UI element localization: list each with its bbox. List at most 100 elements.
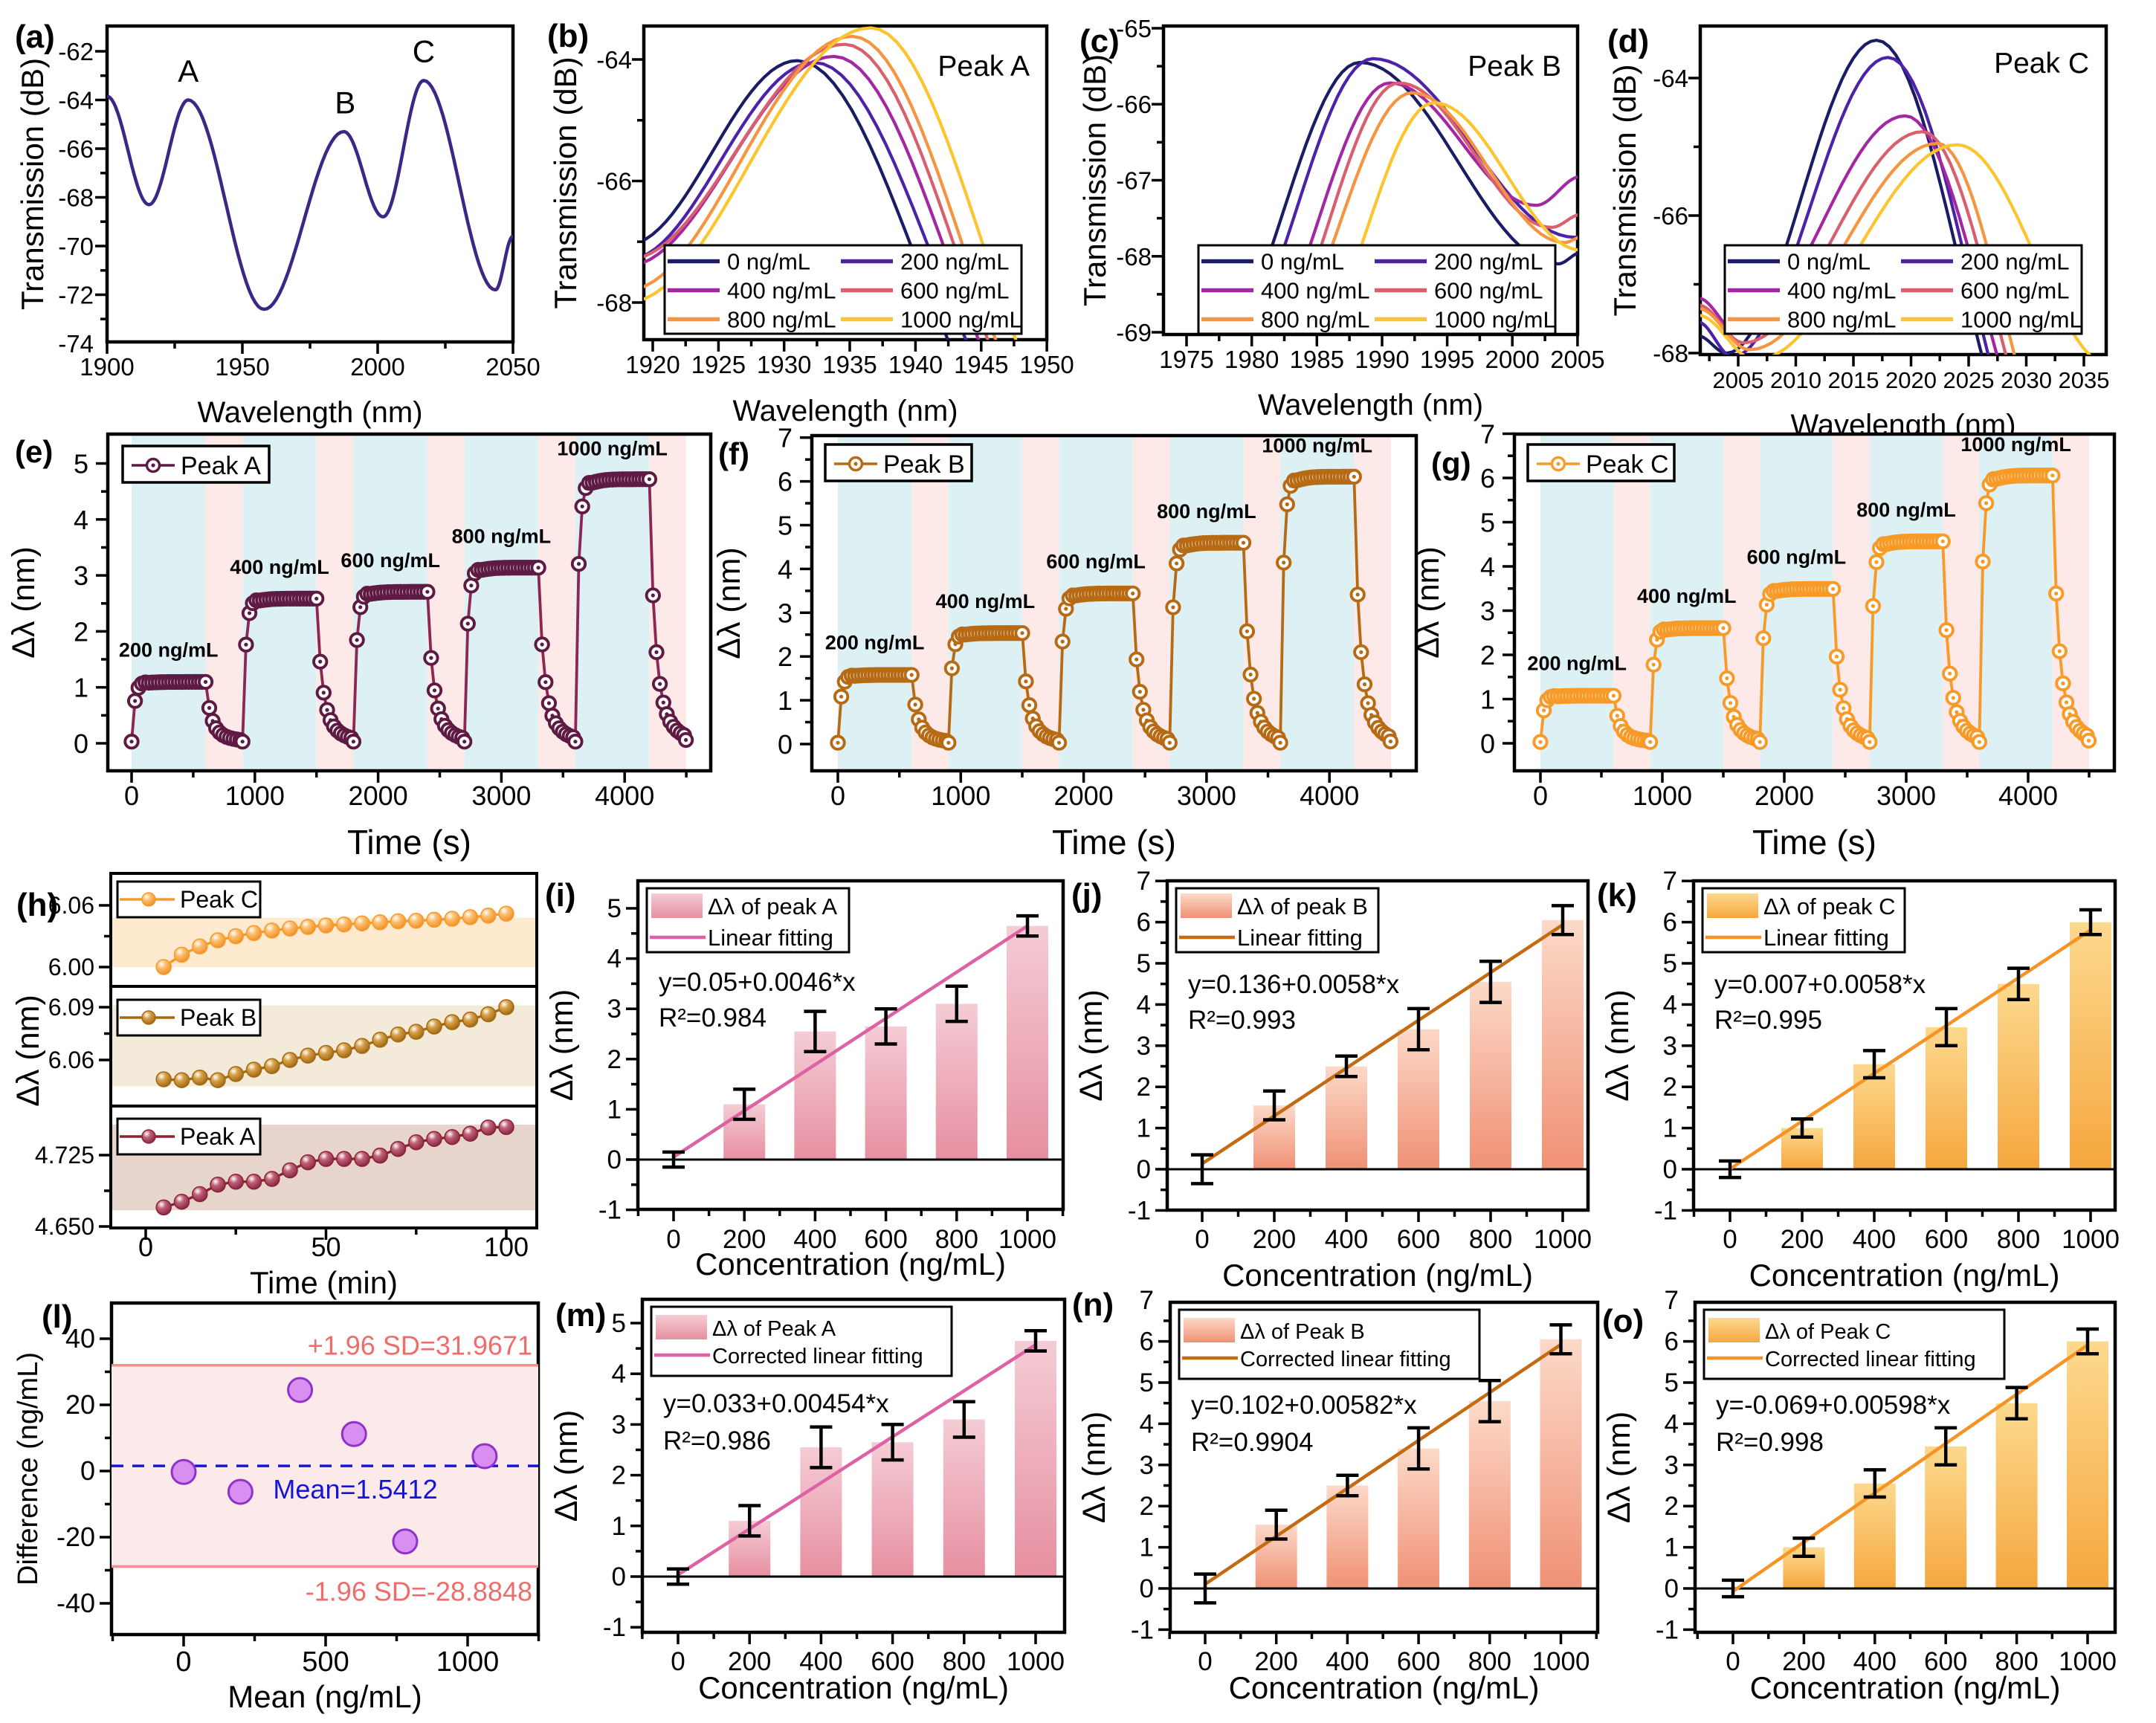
svg-text:Time (s): Time (s)	[347, 823, 471, 862]
svg-text:800: 800	[1469, 1225, 1512, 1254]
svg-text:y=-0.069+0.00598*x: y=-0.069+0.00598*x	[1716, 1391, 1951, 1420]
svg-text:-68: -68	[596, 289, 632, 317]
svg-text:Δλ of Peak B: Δλ of Peak B	[1240, 1320, 1365, 1344]
svg-text:-62: -62	[58, 38, 94, 65]
svg-text:7: 7	[1665, 1286, 1679, 1315]
svg-text:200: 200	[723, 1225, 766, 1254]
svg-text:1945: 1945	[954, 351, 1008, 378]
svg-text:4: 4	[778, 554, 793, 584]
svg-text:Δλ of peak A: Δλ of peak A	[708, 893, 837, 919]
svg-text:R²=0.995: R²=0.995	[1714, 1006, 1822, 1035]
svg-text:-1: -1	[1656, 1615, 1679, 1644]
svg-text:2030: 2030	[2001, 367, 2052, 393]
svg-text:Peak C: Peak C	[180, 886, 258, 913]
svg-text:-66: -66	[1116, 91, 1152, 118]
svg-text:1000: 1000	[225, 780, 285, 811]
svg-text:600: 600	[1924, 1647, 1967, 1676]
svg-text:1: 1	[607, 1095, 622, 1124]
svg-text:1000 ng/mL: 1000 ng/mL	[1960, 307, 2082, 333]
svg-text:Corrected linear fitting: Corrected linear fitting	[712, 1345, 923, 1368]
svg-text:5: 5	[1480, 508, 1495, 538]
svg-text:0: 0	[607, 1145, 622, 1174]
svg-text:3: 3	[612, 1410, 626, 1439]
svg-text:400 ng/mL: 400 ng/mL	[1637, 585, 1737, 607]
svg-text:(o): (o)	[1602, 1303, 1644, 1339]
svg-text:1: 1	[74, 673, 88, 703]
svg-text:400 ng/mL: 400 ng/mL	[1261, 278, 1370, 304]
svg-text:400: 400	[1326, 1647, 1369, 1676]
svg-text:1000: 1000	[1532, 1647, 1590, 1676]
svg-text:1995: 1995	[1420, 346, 1474, 373]
svg-text:200 ng/mL: 200 ng/mL	[1434, 249, 1543, 275]
svg-text:Peak C: Peak C	[1994, 48, 2089, 80]
svg-text:6.06: 6.06	[48, 892, 94, 919]
svg-text:1940: 1940	[888, 351, 943, 378]
svg-text:-65: -65	[1116, 15, 1152, 42]
svg-text:4: 4	[1480, 552, 1495, 582]
svg-text:600 ng/mL: 600 ng/mL	[1960, 278, 2070, 304]
svg-text:3: 3	[1137, 1032, 1151, 1061]
svg-text:0: 0	[612, 1562, 626, 1591]
svg-text:5: 5	[1137, 949, 1151, 978]
svg-text:Concentration (ng/mL): Concentration (ng/mL)	[1229, 1670, 1540, 1705]
svg-text:3: 3	[778, 598, 793, 628]
svg-text:2000: 2000	[350, 353, 404, 381]
svg-text:Δλ of peak B: Δλ of peak B	[1237, 893, 1368, 919]
svg-text:2000: 2000	[1755, 780, 1814, 811]
svg-text:6.00: 6.00	[48, 954, 94, 980]
svg-text:1: 1	[1665, 1533, 1679, 1562]
svg-text:1950: 1950	[215, 353, 269, 381]
svg-text:1: 1	[1480, 685, 1495, 715]
svg-text:Concentration (ng/mL): Concentration (ng/mL)	[1222, 1258, 1533, 1293]
svg-text:Peak B: Peak B	[1468, 51, 1561, 83]
svg-text:(f): (f)	[718, 436, 749, 471]
svg-text:5: 5	[1665, 1368, 1679, 1397]
svg-text:6.06: 6.06	[48, 1047, 94, 1073]
svg-text:Δλ (nm): Δλ (nm)	[1077, 1412, 1112, 1524]
svg-text:800 ng/mL: 800 ng/mL	[452, 526, 552, 548]
svg-text:y=0.033+0.00454*x: y=0.033+0.00454*x	[663, 1389, 889, 1418]
svg-text:3000: 3000	[471, 780, 531, 811]
svg-text:200 ng/mL: 200 ng/mL	[1960, 249, 2070, 275]
svg-text:y=0.05+0.0046*x: y=0.05+0.0046*x	[659, 968, 856, 997]
svg-text:(a): (a)	[15, 19, 55, 55]
svg-text:-69: -69	[1116, 319, 1152, 346]
svg-text:200: 200	[1782, 1647, 1825, 1676]
svg-text:2: 2	[1480, 640, 1495, 670]
svg-text:3000: 3000	[1177, 780, 1236, 811]
svg-text:3: 3	[1480, 596, 1495, 627]
svg-text:2035: 2035	[2059, 367, 2110, 393]
svg-text:-68: -68	[58, 184, 94, 212]
svg-text:Δλ (nm): Δλ (nm)	[1601, 1412, 1637, 1524]
svg-text:1000 ng/mL: 1000 ng/mL	[1262, 435, 1372, 457]
svg-text:800: 800	[1997, 1225, 2040, 1254]
svg-text:Δλ of Peak A: Δλ of Peak A	[712, 1317, 836, 1341]
svg-text:2: 2	[1663, 1073, 1677, 1102]
svg-text:Concentration (ng/mL): Concentration (ng/mL)	[1750, 1670, 2061, 1705]
svg-text:1000: 1000	[2062, 1225, 2120, 1254]
svg-text:1000: 1000	[1534, 1225, 1592, 1254]
svg-text:6: 6	[1140, 1328, 1154, 1357]
svg-text:-40: -40	[57, 1588, 95, 1618]
svg-text:5: 5	[1140, 1368, 1154, 1397]
svg-text:R²=0.998: R²=0.998	[1716, 1428, 1824, 1457]
svg-text:6: 6	[1137, 908, 1151, 937]
svg-text:6: 6	[778, 467, 793, 497]
svg-text:(n): (n)	[1072, 1287, 1114, 1323]
svg-text:0: 0	[138, 1232, 153, 1262]
svg-text:(b): (b)	[547, 18, 589, 54]
svg-text:5: 5	[74, 449, 88, 479]
svg-text:-66: -66	[58, 135, 94, 163]
svg-text:-64: -64	[596, 46, 632, 74]
svg-text:B: B	[335, 85, 355, 120]
svg-text:Δλ (nm): Δλ (nm)	[544, 989, 580, 1102]
svg-text:1: 1	[1140, 1533, 1154, 1562]
svg-text:2: 2	[607, 1045, 622, 1074]
svg-text:5: 5	[1663, 949, 1677, 978]
svg-text:Transmission (dB): Transmission (dB)	[1607, 64, 1642, 316]
svg-text:-1.96 SD=-28.8848: -1.96 SD=-28.8848	[306, 1577, 532, 1607]
svg-text:Corrected linear fitting: Corrected linear fitting	[1765, 1348, 1976, 1371]
svg-text:Corrected linear fitting: Corrected linear fitting	[1240, 1348, 1451, 1371]
svg-text:2000: 2000	[349, 780, 408, 811]
svg-text:0: 0	[1726, 1647, 1740, 1676]
